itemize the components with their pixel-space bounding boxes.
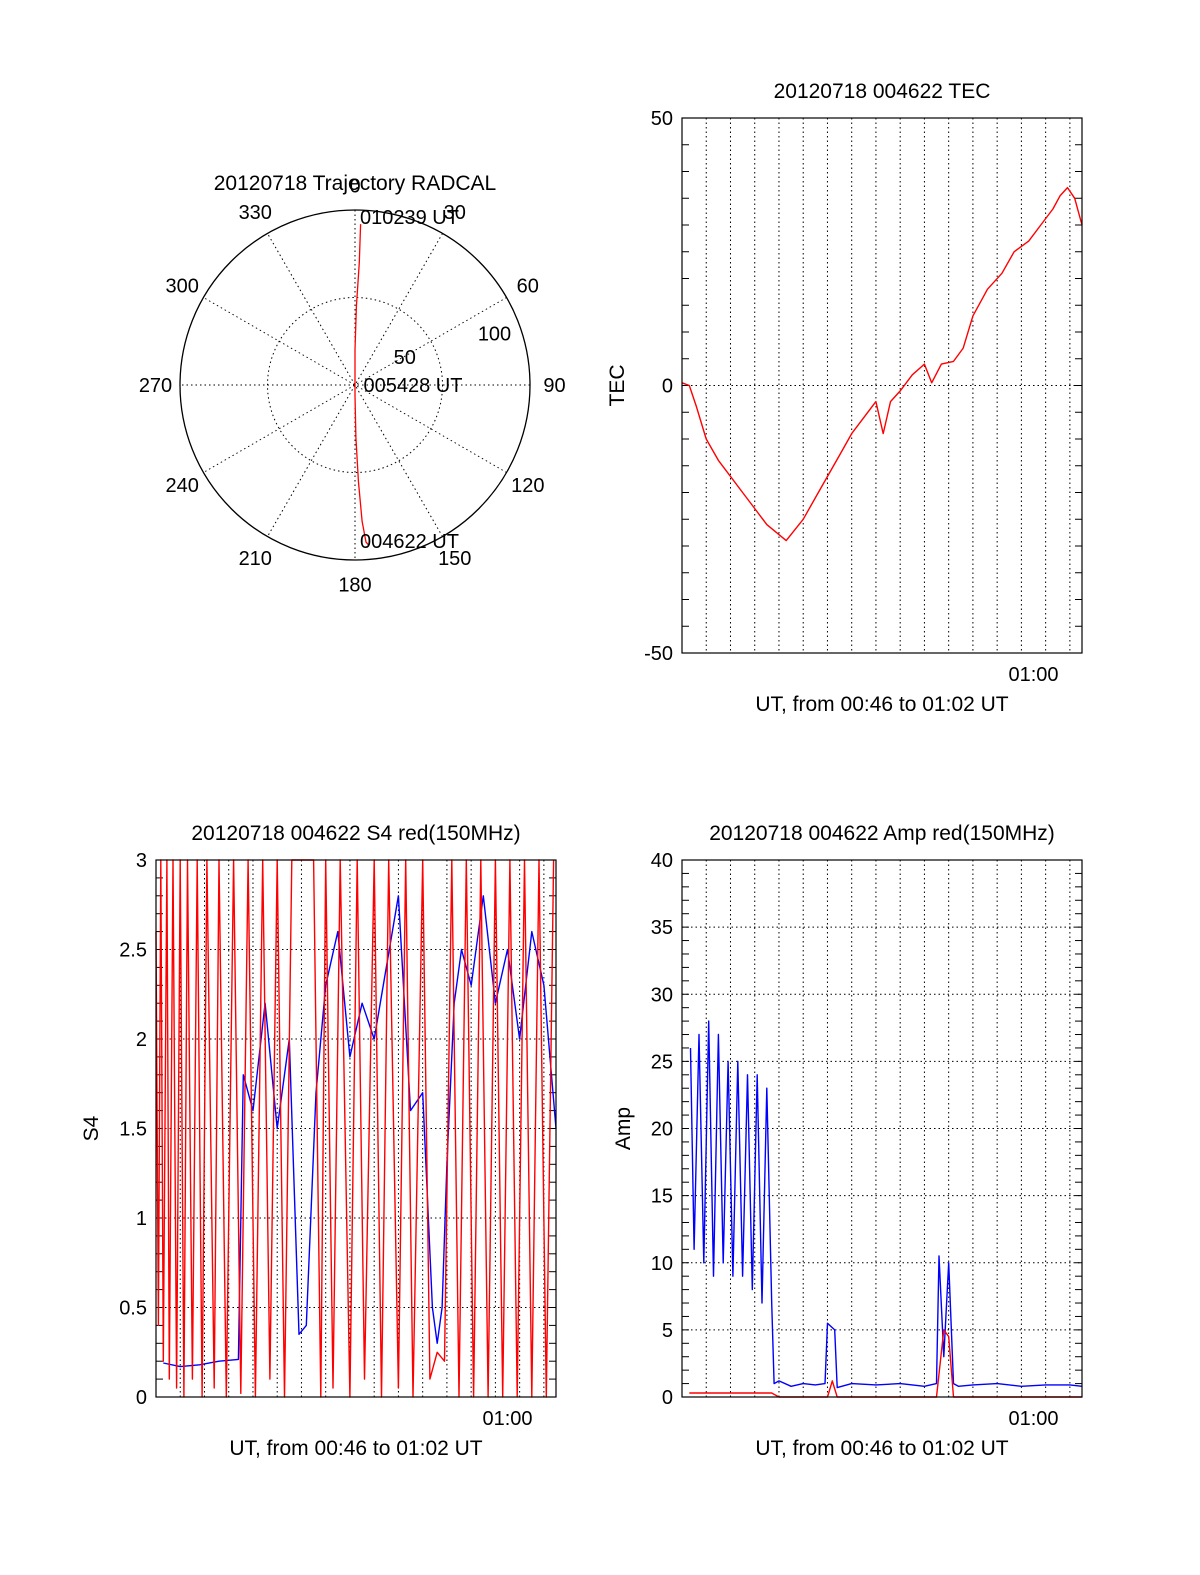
s4-series-1 <box>155 859 555 1398</box>
radius-label-100: 100 <box>478 323 511 345</box>
y-tick-label: 2 <box>136 1029 147 1051</box>
angle-label-270: 270 <box>139 375 172 397</box>
trajectory-annotation: 005428 UT <box>364 375 463 397</box>
s4-ylabel: S4 <box>80 1115 103 1141</box>
tec-title: 20120718 004622 TEC <box>774 80 991 103</box>
trajectory-title: 20120718 Trajectory RADCAL <box>214 172 497 195</box>
angle-label-300: 300 <box>166 275 199 297</box>
s4-title: 20120718 004622 S4 red(150MHz) <box>191 822 520 845</box>
x-tick-label: 01:00 <box>1008 664 1058 686</box>
angle-label-30: 30 <box>444 202 466 224</box>
y-tick-label: 40 <box>651 850 673 872</box>
y-tick-label: 0 <box>662 1387 673 1409</box>
amp-series-1 <box>689 1329 1082 1398</box>
y-tick-label: 5 <box>662 1320 673 1342</box>
angle-label-90: 90 <box>543 375 565 397</box>
amp-series-0 <box>689 1020 1083 1389</box>
trajectory-annotation: 010239 UT <box>360 207 459 229</box>
y-tick-label: 25 <box>651 1051 673 1073</box>
y-tick-label: 1 <box>136 1208 147 1230</box>
tec-frame <box>681 117 1083 654</box>
tec-xlabel: UT, from 00:46 to 01:02 UT <box>755 693 1008 716</box>
y-tick-label: 15 <box>651 1186 673 1208</box>
y-tick-label: 1.5 <box>119 1119 147 1141</box>
trajectory-annotation: 004622 UT <box>360 531 459 553</box>
angle-label-210: 210 <box>239 548 272 570</box>
angle-label-330: 330 <box>239 202 272 224</box>
y-tick-label: 30 <box>651 984 673 1006</box>
angle-label-150: 150 <box>438 548 471 570</box>
amp-xlabel: UT, from 00:46 to 01:02 UT <box>755 1437 1008 1460</box>
s4-frame <box>155 859 557 1398</box>
angle-label-60: 60 <box>517 275 539 297</box>
amp-title: 20120718 004622 Amp red(150MHz) <box>709 822 1055 845</box>
angle-label-240: 240 <box>166 475 199 497</box>
y-tick-label: 20 <box>651 1119 673 1141</box>
amp-ylabel: Amp <box>612 1107 635 1150</box>
trajectory-track <box>354 224 370 546</box>
y-tick-label: 10 <box>651 1253 673 1275</box>
radius-label-50: 50 <box>394 347 416 369</box>
x-tick-label: 01:00 <box>482 1408 532 1430</box>
angle-label-120: 120 <box>511 475 544 497</box>
s4-xlabel: UT, from 00:46 to 01:02 UT <box>229 1437 482 1460</box>
y-tick-label: 0 <box>662 376 673 398</box>
y-tick-label: 0.5 <box>119 1298 147 1320</box>
y-tick-label: 2.5 <box>119 940 147 962</box>
y-tick-label: 50 <box>651 108 673 130</box>
x-tick-label: 01:00 <box>1008 1408 1058 1430</box>
y-tick-label: 0 <box>136 1387 147 1409</box>
angle-label-180: 180 <box>338 575 371 597</box>
tec-ylabel: TEC <box>606 365 629 407</box>
amp-frame <box>681 859 1083 1398</box>
angle-label-0: 0 <box>349 176 360 198</box>
y-tick-label: 3 <box>136 850 147 872</box>
inner-circle <box>267 297 443 473</box>
y-tick-label: -50 <box>644 643 673 665</box>
y-tick-label: 35 <box>651 917 673 939</box>
tec-series-0 <box>681 186 1083 542</box>
